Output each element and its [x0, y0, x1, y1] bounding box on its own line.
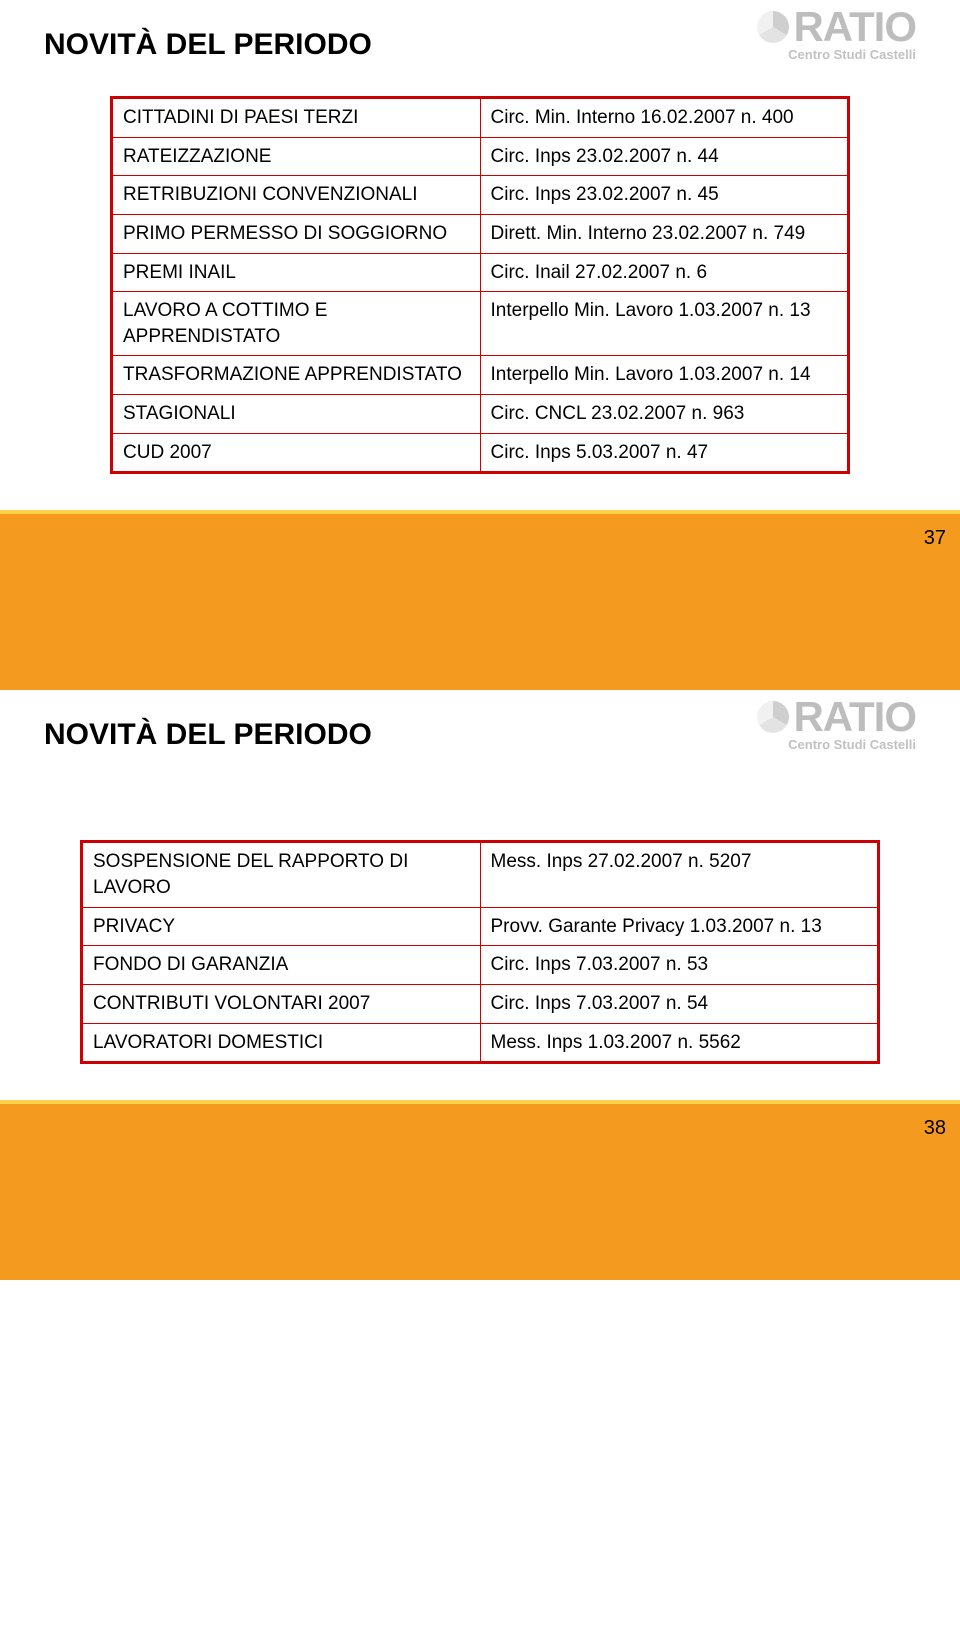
row-label: PRIMO PERMESSO DI SOGGIORNO: [112, 214, 481, 253]
slide-2: RATIO Centro Studi Castelli NOVITÀ DEL P…: [0, 690, 960, 1072]
row-label: PRIVACY: [82, 907, 481, 946]
slide-1: RATIO Centro Studi Castelli NOVITÀ DEL P…: [0, 0, 960, 482]
table-row: CITTADINI DI PAESI TERZICirc. Min. Inter…: [112, 98, 849, 138]
row-label: CONTRIBUTI VOLONTARI 2007: [82, 984, 481, 1023]
row-label: RETRIBUZIONI CONVENZIONALI: [112, 176, 481, 215]
row-value: Circ. Inail 27.02.2007 n. 6: [480, 253, 849, 292]
row-value: Mess. Inps 1.03.2007 n. 5562: [480, 1023, 879, 1063]
table-row: PREMI INAILCirc. Inail 27.02.2007 n. 6: [112, 253, 849, 292]
brand-logo: RATIO Centro Studi Castelli: [757, 696, 916, 751]
row-value: Mess. Inps 27.02.2007 n. 5207: [480, 842, 879, 907]
row-label: SOSPENSIONE DEL RAPPORTO DI LAVORO: [82, 842, 481, 907]
row-label: CUD 2007: [112, 433, 481, 473]
updates-table: CITTADINI DI PAESI TERZICirc. Min. Inter…: [110, 96, 850, 474]
table-row: TRASFORMAZIONE APPRENDISTATOInterpello M…: [112, 356, 849, 395]
row-value: Circ. Inps 7.03.2007 n. 53: [480, 946, 879, 985]
row-label: FONDO DI GARANZIA: [82, 946, 481, 985]
row-value: Circ. Inps 23.02.2007 n. 45: [480, 176, 849, 215]
table-row: CONTRIBUTI VOLONTARI 2007Circ. Inps 7.03…: [82, 984, 879, 1023]
table-row: LAVORO A COTTIMO E APPRENDISTATOInterpel…: [112, 292, 849, 356]
row-value: Interpello Min. Lavoro 1.03.2007 n. 13: [480, 292, 849, 356]
logo-brand: RATIO: [757, 6, 916, 48]
table-row: PRIMO PERMESSO DI SOGGIORNODirett. Min. …: [112, 214, 849, 253]
row-label: LAVORATORI DOMESTICI: [82, 1023, 481, 1063]
table-row: CUD 2007Circ. Inps 5.03.2007 n. 47: [112, 433, 849, 473]
table-row: STAGIONALICirc. CNCL 23.02.2007 n. 963: [112, 395, 849, 434]
logo-brand: RATIO: [757, 696, 916, 738]
footer-band: 37: [0, 510, 960, 690]
row-label: LAVORO A COTTIMO E APPRENDISTATO: [112, 292, 481, 356]
table-row: FONDO DI GARANZIACirc. Inps 7.03.2007 n.…: [82, 946, 879, 985]
logo-subtitle: Centro Studi Castelli: [757, 738, 916, 751]
updates-table: SOSPENSIONE DEL RAPPORTO DI LAVOROMess. …: [80, 840, 880, 1064]
table-row: PRIVACYProvv. Garante Privacy 1.03.2007 …: [82, 907, 879, 946]
row-value: Provv. Garante Privacy 1.03.2007 n. 13: [480, 907, 879, 946]
table-row: SOSPENSIONE DEL RAPPORTO DI LAVOROMess. …: [82, 842, 879, 907]
brand-logo: RATIO Centro Studi Castelli: [757, 6, 916, 61]
row-value: Circ. Inps 5.03.2007 n. 47: [480, 433, 849, 473]
row-value: Circ. Inps 23.02.2007 n. 44: [480, 137, 849, 176]
row-value: Dirett. Min. Interno 23.02.2007 n. 749: [480, 214, 849, 253]
page-number: 38: [924, 1117, 946, 1140]
table-row: LAVORATORI DOMESTICIMess. Inps 1.03.2007…: [82, 1023, 879, 1063]
logo-text: RATIO: [793, 696, 916, 738]
row-value: Interpello Min. Lavoro 1.03.2007 n. 14: [480, 356, 849, 395]
pie-icon: [757, 11, 789, 43]
row-label: CITTADINI DI PAESI TERZI: [112, 98, 481, 138]
row-value: Circ. Min. Interno 16.02.2007 n. 400: [480, 98, 849, 138]
row-value: Circ. Inps 7.03.2007 n. 54: [480, 984, 879, 1023]
page-number: 37: [924, 527, 946, 550]
table-container: SOSPENSIONE DEL RAPPORTO DI LAVOROMess. …: [80, 840, 880, 1064]
table-container: CITTADINI DI PAESI TERZICirc. Min. Inter…: [110, 96, 850, 474]
table-row: RETRIBUZIONI CONVENZIONALICirc. Inps 23.…: [112, 176, 849, 215]
footer-band: 38: [0, 1100, 960, 1280]
row-label: RATEIZZAZIONE: [112, 137, 481, 176]
row-label: STAGIONALI: [112, 395, 481, 434]
logo-text: RATIO: [793, 6, 916, 48]
pie-icon: [757, 701, 789, 733]
row-label: PREMI INAIL: [112, 253, 481, 292]
logo-subtitle: Centro Studi Castelli: [757, 48, 916, 61]
row-value: Circ. CNCL 23.02.2007 n. 963: [480, 395, 849, 434]
row-label: TRASFORMAZIONE APPRENDISTATO: [112, 356, 481, 395]
table-row: RATEIZZAZIONECirc. Inps 23.02.2007 n. 44: [112, 137, 849, 176]
